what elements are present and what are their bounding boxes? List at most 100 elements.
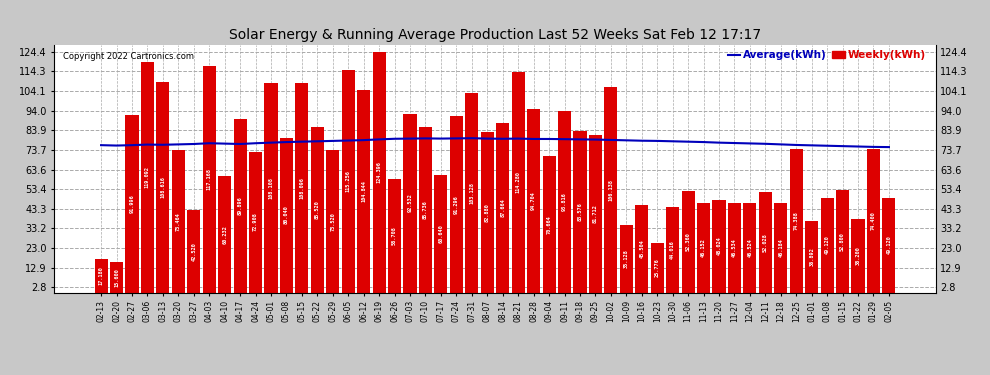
Bar bbox=[573, 131, 586, 292]
Bar bbox=[496, 123, 509, 292]
Text: 85.736: 85.736 bbox=[423, 200, 428, 219]
Bar bbox=[465, 93, 478, 292]
Text: 115.256: 115.256 bbox=[346, 170, 350, 192]
Text: 46.184: 46.184 bbox=[778, 238, 783, 257]
Text: 15.600: 15.600 bbox=[114, 268, 119, 287]
Text: 83.576: 83.576 bbox=[577, 202, 582, 221]
Bar bbox=[126, 115, 139, 292]
Bar bbox=[295, 84, 309, 292]
Text: 108.616: 108.616 bbox=[160, 177, 165, 198]
Text: 58.708: 58.708 bbox=[392, 226, 397, 245]
Bar bbox=[156, 82, 169, 292]
Bar bbox=[743, 202, 756, 292]
Bar bbox=[851, 219, 864, 292]
Bar bbox=[171, 150, 185, 292]
Text: 74.400: 74.400 bbox=[871, 211, 876, 230]
Text: 124.396: 124.396 bbox=[376, 161, 381, 183]
Text: 74.388: 74.388 bbox=[794, 211, 799, 230]
Bar bbox=[774, 203, 787, 292]
Bar bbox=[327, 150, 340, 292]
Text: 49.120: 49.120 bbox=[825, 236, 830, 254]
Bar bbox=[821, 198, 834, 292]
Text: 89.896: 89.896 bbox=[238, 196, 243, 215]
Bar bbox=[404, 114, 417, 292]
Bar bbox=[372, 52, 386, 292]
Bar bbox=[620, 225, 633, 292]
Text: 52.360: 52.360 bbox=[686, 232, 691, 251]
Bar bbox=[481, 132, 494, 292]
Bar bbox=[636, 204, 648, 292]
Text: 17.180: 17.180 bbox=[99, 267, 104, 285]
Text: 87.664: 87.664 bbox=[500, 198, 505, 217]
Text: 91.996: 91.996 bbox=[130, 194, 135, 213]
Text: 108.108: 108.108 bbox=[268, 177, 273, 199]
Bar bbox=[758, 192, 772, 292]
Text: 46.534: 46.534 bbox=[732, 238, 737, 257]
Bar bbox=[357, 90, 370, 292]
Text: 48.024: 48.024 bbox=[717, 237, 722, 255]
Bar bbox=[604, 87, 618, 292]
Bar bbox=[805, 221, 819, 292]
Bar bbox=[435, 175, 447, 292]
Text: 36.892: 36.892 bbox=[809, 248, 814, 266]
Bar bbox=[388, 179, 401, 292]
Bar bbox=[280, 138, 293, 292]
Bar bbox=[141, 62, 154, 292]
Legend: Average(kWh), Weekly(kWh): Average(kWh), Weekly(kWh) bbox=[728, 50, 926, 60]
Text: 91.296: 91.296 bbox=[453, 195, 459, 214]
Bar bbox=[311, 127, 324, 292]
Text: Copyright 2022 Cartronics.com: Copyright 2022 Cartronics.com bbox=[63, 53, 194, 62]
Bar bbox=[558, 111, 571, 292]
Bar bbox=[589, 135, 602, 292]
Bar bbox=[512, 72, 525, 292]
Bar bbox=[264, 84, 277, 292]
Bar bbox=[713, 200, 726, 292]
Text: 73.520: 73.520 bbox=[331, 212, 336, 231]
Text: 52.800: 52.800 bbox=[841, 232, 845, 251]
Text: 108.096: 108.096 bbox=[299, 177, 304, 199]
Text: 49.120: 49.120 bbox=[886, 236, 891, 254]
Text: 73.464: 73.464 bbox=[176, 212, 181, 231]
Text: 60.640: 60.640 bbox=[439, 225, 444, 243]
Bar bbox=[527, 110, 541, 292]
Text: 103.128: 103.128 bbox=[469, 182, 474, 204]
Text: 85.520: 85.520 bbox=[315, 201, 320, 219]
Text: 80.040: 80.040 bbox=[284, 206, 289, 225]
Text: 52.028: 52.028 bbox=[763, 233, 768, 252]
Text: 81.712: 81.712 bbox=[593, 204, 598, 223]
Text: 72.908: 72.908 bbox=[253, 213, 258, 231]
Text: 46.152: 46.152 bbox=[701, 238, 706, 257]
Bar bbox=[419, 127, 432, 292]
Bar bbox=[867, 148, 880, 292]
Bar bbox=[697, 203, 710, 292]
Bar bbox=[248, 152, 262, 292]
Text: 94.704: 94.704 bbox=[531, 192, 537, 210]
Text: 42.520: 42.520 bbox=[191, 242, 196, 261]
Bar bbox=[449, 116, 463, 292]
Bar bbox=[94, 259, 108, 292]
Text: 70.664: 70.664 bbox=[546, 215, 551, 234]
Bar bbox=[882, 198, 896, 292]
Text: 82.880: 82.880 bbox=[485, 203, 490, 222]
Bar bbox=[203, 66, 216, 292]
Bar bbox=[650, 243, 663, 292]
Text: 114.280: 114.280 bbox=[516, 171, 521, 193]
Bar bbox=[342, 70, 354, 292]
Bar bbox=[110, 262, 123, 292]
Text: 92.532: 92.532 bbox=[408, 194, 413, 212]
Bar bbox=[234, 118, 247, 292]
Title: Solar Energy & Running Average Production Last 52 Weeks Sat Feb 12 17:17: Solar Energy & Running Average Productio… bbox=[229, 28, 761, 42]
Text: 45.504: 45.504 bbox=[640, 239, 644, 258]
Text: 38.200: 38.200 bbox=[855, 246, 860, 265]
Text: 93.816: 93.816 bbox=[562, 192, 567, 211]
Text: 25.776: 25.776 bbox=[654, 258, 659, 277]
Bar bbox=[790, 148, 803, 292]
Bar bbox=[218, 176, 232, 292]
Text: 106.138: 106.138 bbox=[609, 179, 614, 201]
Text: 35.128: 35.128 bbox=[624, 249, 629, 268]
Bar bbox=[187, 210, 200, 292]
Bar bbox=[681, 191, 695, 292]
Bar bbox=[543, 156, 555, 292]
Bar bbox=[666, 207, 679, 292]
Text: 117.168: 117.168 bbox=[207, 168, 212, 190]
